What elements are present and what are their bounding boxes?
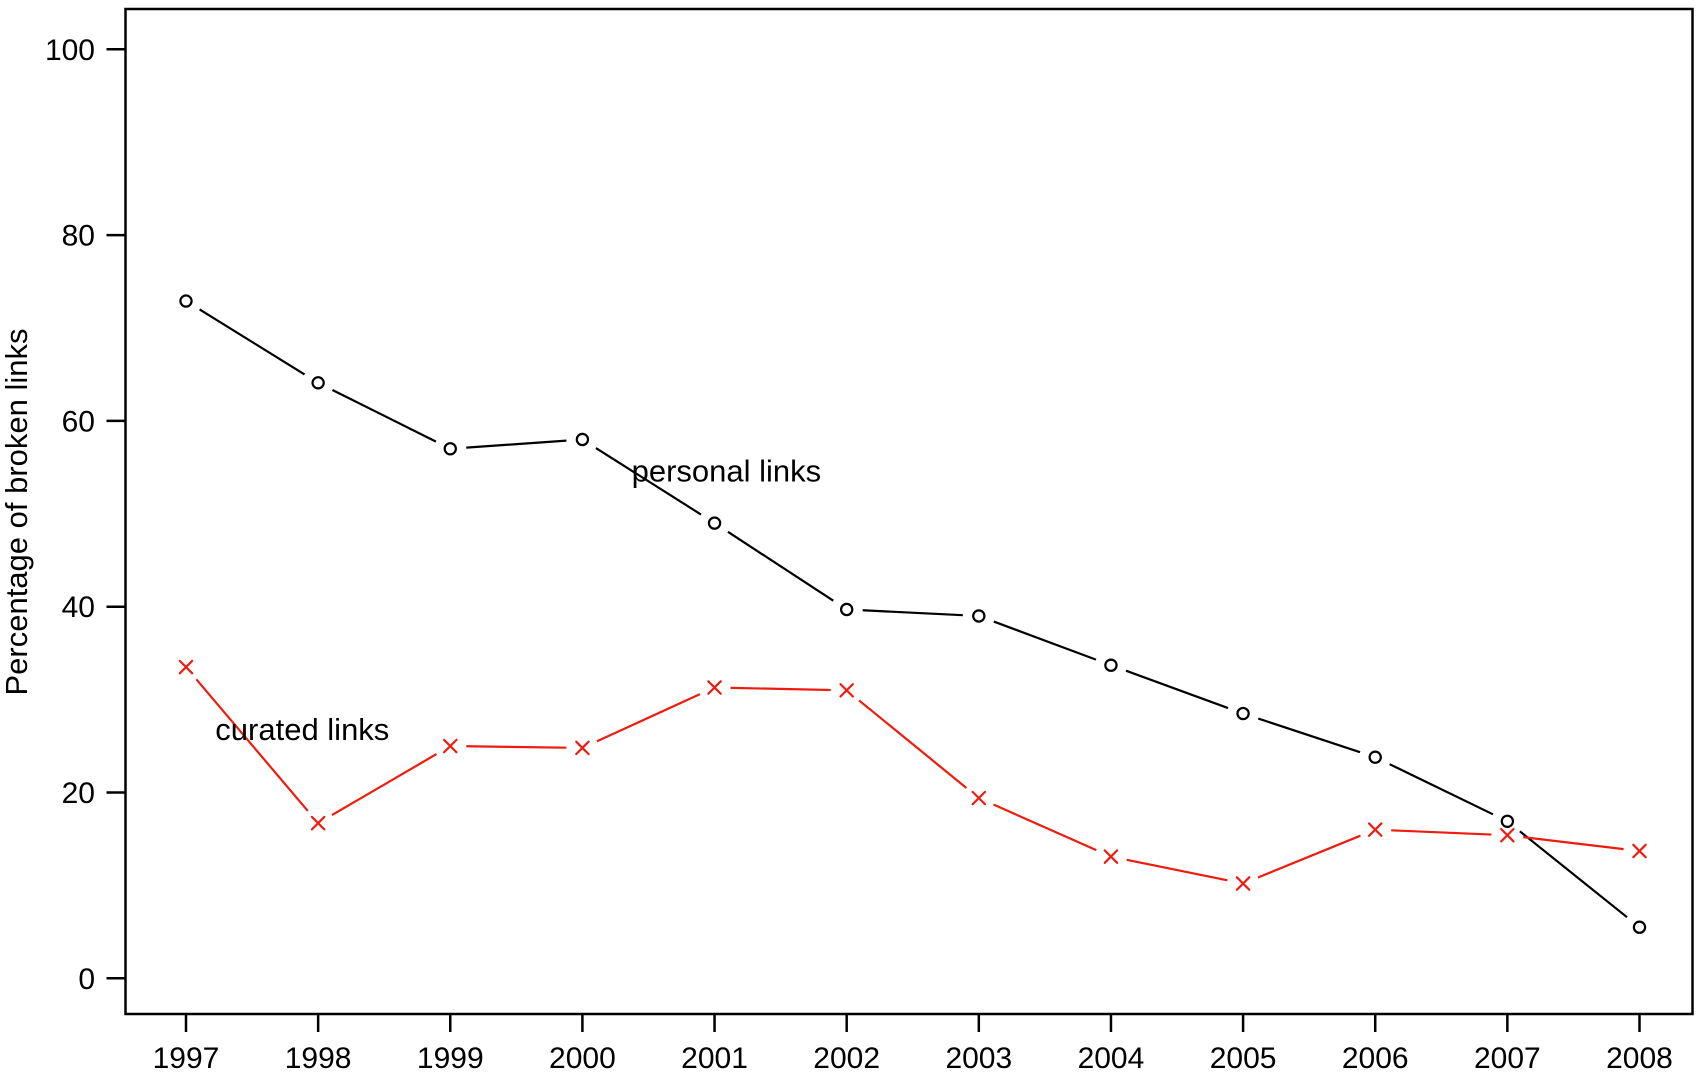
data-point-x-marker	[707, 680, 722, 695]
data-point-circle-marker	[1104, 658, 1118, 672]
line-segment	[466, 439, 567, 449]
line-segment	[199, 308, 306, 376]
line-segment	[993, 620, 1097, 661]
data-point-circle-marker	[575, 432, 590, 447]
y-tick-label: 100	[45, 34, 95, 67]
x-tick-label: 2008	[1606, 1042, 1673, 1075]
line-segment	[466, 745, 567, 749]
y-tick-label: 0	[78, 963, 95, 996]
y-tick-label: 60	[62, 405, 95, 438]
data-point-x-marker	[1367, 822, 1383, 837]
x-tick-label: 2002	[813, 1042, 880, 1075]
x-tick-label: 2001	[681, 1042, 748, 1075]
line-segment	[858, 699, 968, 789]
y-tick-label: 80	[62, 220, 95, 253]
data-point-x-marker	[839, 683, 854, 698]
line-segment	[862, 609, 963, 617]
plot-box	[124, 7, 1694, 1016]
line-segment	[1389, 763, 1494, 816]
y-axis: 0 20 40 60 80 100	[45, 34, 126, 996]
line-segment	[993, 803, 1097, 852]
line-segment	[1257, 717, 1361, 754]
line-segment	[1125, 669, 1229, 710]
x-axis: 1997 1998 1999 2000 2001 2002 2003 2004 2005 2006…	[153, 1014, 1673, 1075]
series-curated-links	[178, 659, 1647, 891]
x-tick-label: 1999	[417, 1042, 484, 1075]
y-axis-title: Percentage of broken links	[0, 328, 34, 695]
data-point-x-marker	[575, 740, 590, 756]
series-label-curated-links: curated links	[215, 712, 389, 747]
line-segment	[331, 388, 437, 443]
x-tick-label: 2007	[1474, 1042, 1541, 1075]
data-point-circle-marker	[443, 442, 457, 456]
line-segment	[1523, 836, 1624, 851]
data-point-circle-marker	[972, 609, 986, 623]
x-tick-label: 2000	[549, 1042, 616, 1075]
x-tick-label: 1998	[285, 1042, 352, 1075]
series-personal-links	[179, 294, 1647, 934]
data-point-x-marker	[1500, 827, 1515, 843]
series-label-personal-links: personal links	[632, 453, 822, 488]
x-tick-label: 2006	[1342, 1042, 1409, 1075]
x-tick-label: 2003	[945, 1042, 1012, 1075]
x-tick-label: 2004	[1078, 1042, 1145, 1075]
line-segment	[195, 678, 309, 812]
data-point-circle-marker	[311, 376, 325, 390]
data-point-x-marker	[1632, 843, 1647, 859]
line-segment	[595, 447, 702, 516]
line-segment	[1391, 829, 1492, 836]
y-tick-label: 20	[62, 777, 95, 810]
data-point-x-marker	[971, 790, 987, 806]
data-point-x-marker	[442, 738, 458, 754]
data-point-circle-marker	[839, 602, 854, 617]
data-point-circle-marker	[179, 294, 193, 308]
line-segment	[1126, 858, 1228, 882]
data-point-circle-marker	[1368, 750, 1382, 764]
line-segment	[727, 530, 834, 602]
line-segment	[1519, 830, 1628, 919]
data-point-circle-marker	[1632, 920, 1647, 934]
data-point-circle-marker	[1500, 814, 1515, 829]
data-point-x-marker	[178, 659, 194, 675]
line-segment	[1257, 834, 1361, 879]
data-point-x-marker	[1103, 849, 1119, 864]
data-point-x-marker	[1235, 876, 1251, 891]
data-point-x-marker	[310, 815, 326, 831]
line-segment	[596, 693, 701, 743]
data-point-circle-marker	[1236, 706, 1250, 721]
line-segment	[730, 686, 831, 692]
line-segment	[331, 753, 438, 817]
data-point-circle-marker	[707, 516, 722, 530]
x-tick-label: 2005	[1210, 1042, 1277, 1075]
y-tick-label: 40	[62, 591, 95, 624]
x-tick-label: 1997	[153, 1042, 220, 1075]
